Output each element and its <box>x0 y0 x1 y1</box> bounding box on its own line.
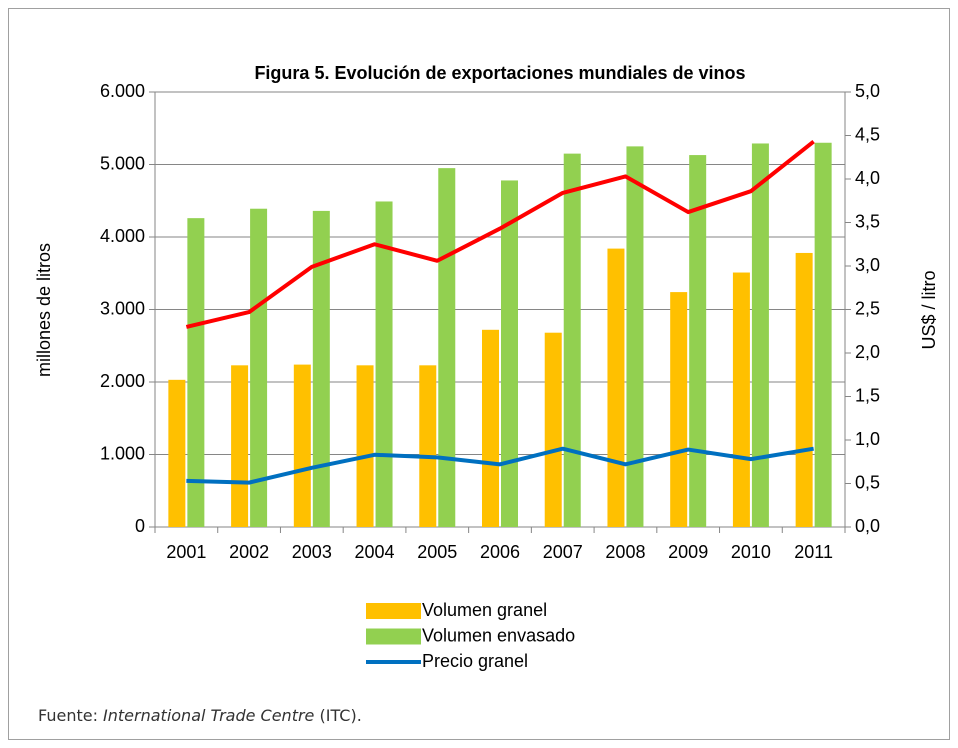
bar <box>356 365 374 527</box>
bar <box>544 332 562 527</box>
source-prefix: Fuente: <box>38 706 103 725</box>
bar <box>607 248 625 527</box>
y-tick-label: 0 <box>135 516 145 536</box>
y2-tick-label: 3,5 <box>855 211 880 231</box>
y2-tick-label: 1,0 <box>855 429 880 449</box>
y-tick-label: 4.000 <box>100 226 145 246</box>
bar <box>689 155 707 527</box>
y2-tick-label: 3,0 <box>855 255 880 275</box>
bar <box>501 180 518 527</box>
y-tick-label: 5.000 <box>100 153 145 173</box>
y2-tick-label: 5,0 <box>855 81 880 101</box>
x-tick-label: 2006 <box>480 542 520 562</box>
y-axis-label: millones de litros <box>34 243 54 377</box>
bar <box>482 329 499 527</box>
bar <box>795 252 813 527</box>
x-tick-label: 2011 <box>794 542 833 562</box>
y-tick-label: 2.000 <box>100 371 145 391</box>
x-tick-label: 2008 <box>605 542 645 562</box>
x-tick-label: 2009 <box>668 542 708 562</box>
y2-tick-label: 2,5 <box>855 298 880 318</box>
bar <box>293 364 311 527</box>
x-tick-label: 2010 <box>731 542 771 562</box>
y-tick-label: 1.000 <box>100 443 145 463</box>
bar <box>419 365 437 527</box>
legend-label: Precio granel <box>422 651 528 671</box>
bar <box>563 153 581 527</box>
y2-tick-label: 1,5 <box>855 385 880 405</box>
y2-tick-label: 2,0 <box>855 342 880 362</box>
source: Fuente: International Trade Centre (ITC)… <box>38 706 362 725</box>
legend-swatch <box>366 628 421 645</box>
line <box>185 140 815 329</box>
x-tick-label: 2007 <box>543 542 583 562</box>
legend-label: Volumen granel <box>422 600 547 620</box>
bar <box>814 142 832 527</box>
bar <box>231 365 249 527</box>
x-tick-label: 2004 <box>355 542 395 562</box>
y-tick-label: 3.000 <box>100 298 145 318</box>
bar <box>732 272 750 527</box>
bar <box>187 218 205 527</box>
y2-tick-label: 4,0 <box>855 168 880 188</box>
y2-tick-label: 0,5 <box>855 472 880 492</box>
line <box>186 446 814 485</box>
x-tick-label: 2001 <box>166 542 206 562</box>
bar <box>670 292 688 527</box>
x-tick-label: 2003 <box>292 542 332 562</box>
bar <box>312 210 330 527</box>
legend-label: Volumen envasado <box>422 625 575 645</box>
bar <box>626 146 644 527</box>
source-suffix: (ITC). <box>314 706 361 725</box>
bar <box>168 379 186 527</box>
frame <box>8 8 950 740</box>
x-tick-label: 2005 <box>417 542 457 562</box>
y2-tick-label: 0,0 <box>855 516 880 536</box>
bar <box>250 208 268 527</box>
bar <box>438 168 456 527</box>
bar <box>751 143 769 527</box>
chart-title: Figura 5. Evolución de exportaciones mun… <box>254 63 745 83</box>
y2-axis-label: US$ / litro <box>919 270 939 349</box>
bar <box>375 201 393 527</box>
y2-tick-label: 4,5 <box>855 124 880 144</box>
legend-swatch <box>366 603 421 619</box>
source-italic: International Trade Centre <box>103 706 314 725</box>
x-tick-label: 2002 <box>229 542 269 562</box>
y-tick-label: 6.000 <box>100 81 145 101</box>
